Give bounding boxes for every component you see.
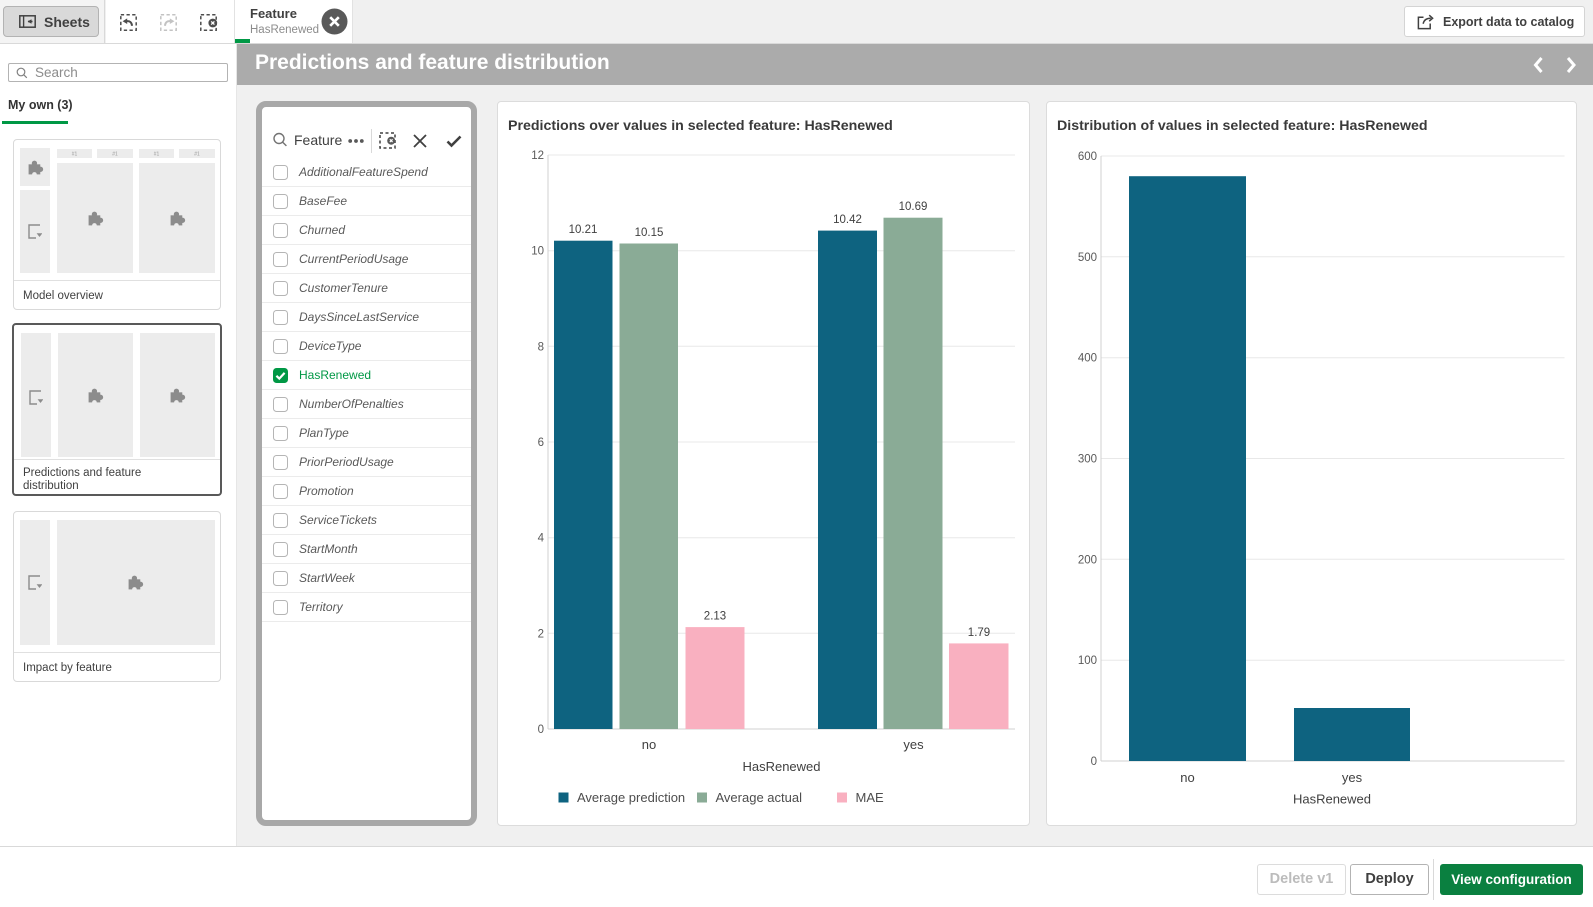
svg-text:4: 4 — [538, 533, 545, 545]
svg-text:10.21: 10.21 — [569, 224, 598, 236]
svg-text:2: 2 — [538, 628, 544, 640]
svg-text:Average actual: Average actual — [716, 790, 803, 805]
svg-text:#1: #1 — [72, 152, 78, 158]
svg-text:MAE: MAE — [856, 790, 885, 805]
svg-text:10: 10 — [531, 246, 544, 258]
svg-text:8: 8 — [538, 341, 544, 353]
svg-text:Distribution of values in sele: Distribution of values in selected featu… — [1057, 118, 1428, 134]
svg-text:12: 12 — [531, 150, 544, 162]
svg-text:0: 0 — [538, 724, 544, 736]
svg-text:1.79: 1.79 — [968, 627, 990, 639]
svg-text:6: 6 — [538, 437, 544, 449]
svg-text:yes: yes — [903, 737, 924, 752]
svg-text:200: 200 — [1078, 554, 1097, 566]
svg-text:10.15: 10.15 — [635, 227, 664, 239]
svg-text:#1: #1 — [154, 152, 160, 158]
svg-text:HasRenewed: HasRenewed — [1293, 792, 1371, 807]
svg-text:10.42: 10.42 — [833, 214, 862, 226]
svg-text:0: 0 — [1091, 756, 1097, 768]
svg-text:300: 300 — [1078, 454, 1097, 466]
svg-text:#1: #1 — [194, 152, 200, 158]
svg-text:no: no — [1180, 770, 1194, 785]
svg-text:no: no — [642, 737, 656, 752]
svg-text:100: 100 — [1078, 655, 1097, 667]
svg-text:#1: #1 — [112, 152, 118, 158]
svg-text:10.69: 10.69 — [899, 201, 928, 213]
svg-text:yes: yes — [1342, 770, 1363, 785]
svg-text:HasRenewed: HasRenewed — [742, 759, 820, 774]
svg-text:500: 500 — [1078, 252, 1097, 264]
svg-text:Average prediction: Average prediction — [577, 790, 685, 805]
svg-text:2.13: 2.13 — [704, 611, 726, 623]
svg-text:600: 600 — [1078, 151, 1097, 163]
svg-text:400: 400 — [1078, 353, 1097, 365]
svg-text:Predictions over values in sel: Predictions over values in selected feat… — [508, 118, 893, 134]
